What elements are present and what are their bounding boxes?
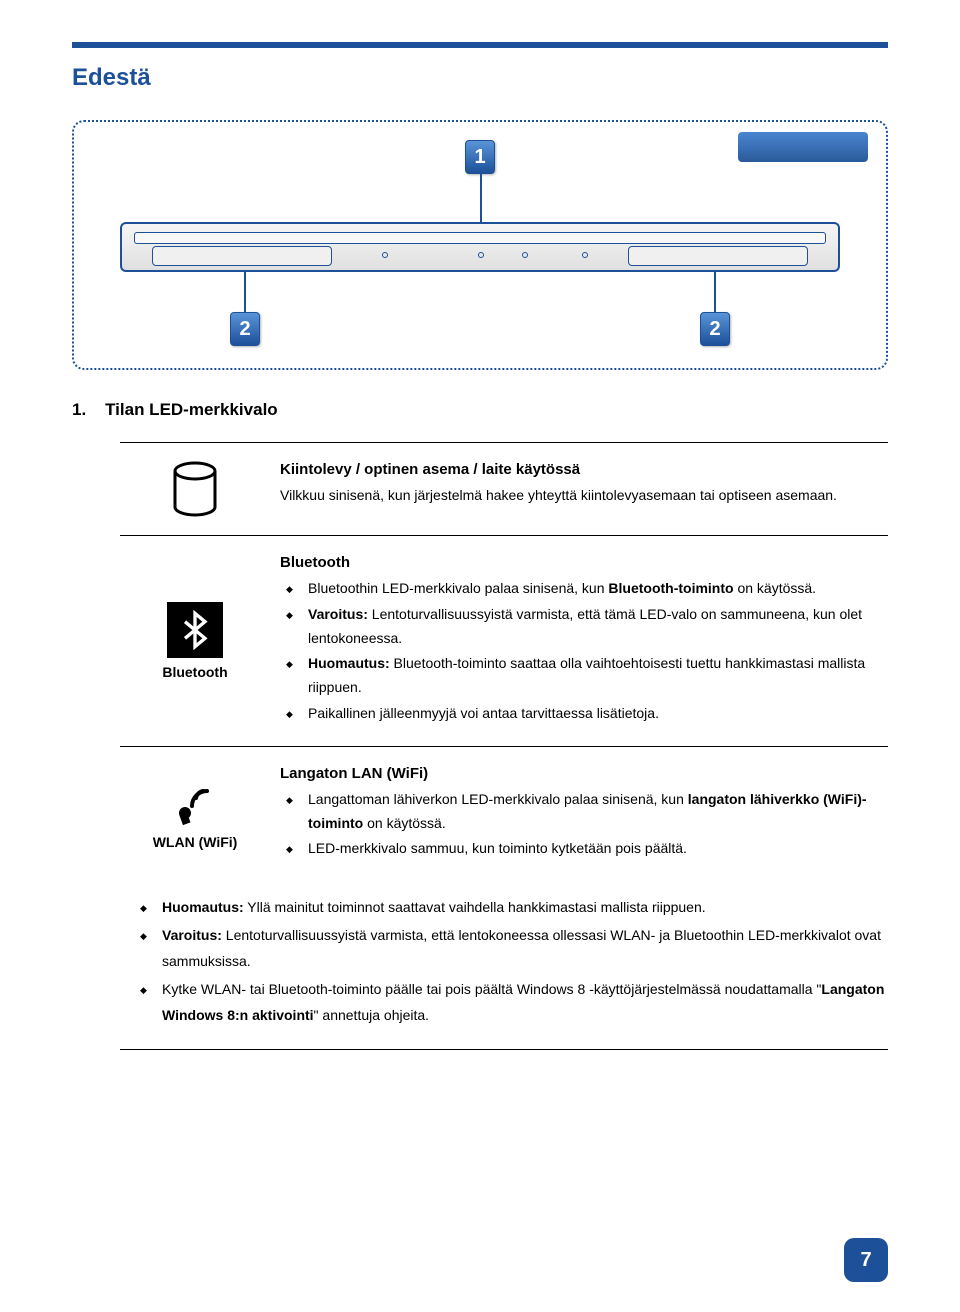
list-item: Bluetoothin LED-merkkivalo palaa sinisen… [308, 577, 888, 601]
text: Lentoturvallisuussyistä varmista, että t… [308, 606, 862, 646]
icon-col [120, 461, 270, 517]
hdd-icon [170, 461, 220, 517]
page-title: Edestä [72, 64, 151, 92]
diagram-box: 1 2 2 [72, 120, 888, 370]
text: Kytke WLAN- tai Bluetooth-toiminto pääll… [162, 981, 821, 997]
callout-2-left-line [244, 272, 246, 312]
callout-2-right-line [714, 272, 716, 312]
speaker-left [152, 246, 332, 266]
row1-title: Kiintolevy / optinen asema / laite käytö… [280, 461, 888, 478]
table-row-hdd: Kiintolevy / optinen asema / laite käytö… [120, 442, 888, 536]
text-bold: Varoitus: [162, 927, 222, 943]
text: on käytössä. [363, 815, 446, 831]
bluetooth-label: Bluetooth [162, 664, 227, 680]
notes-list: Huomautus: Yllä mainitut toiminnot saatt… [120, 895, 888, 1028]
list-item: Varoitus: Lentoturvallisuussyistä varmis… [162, 923, 888, 975]
text-bold: Huomautus: [308, 655, 390, 671]
port-dot [382, 252, 388, 258]
callout-1-num: 1 [474, 146, 485, 169]
text: Paikallinen jälleenmyyjä voi antaa tarvi… [308, 705, 659, 721]
speaker-right [628, 246, 808, 266]
text-bold: Bluetooth-toiminto [608, 580, 733, 596]
list-item: Varoitus: Lentoturvallisuussyistä varmis… [308, 603, 888, 651]
row-body: Bluetooth Bluetoothin LED-merkkivalo pal… [270, 554, 888, 728]
port-dot [582, 252, 588, 258]
text: Bluetooth-toiminto saattaa olla vaihtoeh… [308, 655, 865, 695]
table-row-wlan: WLAN (WiFi) Langaton LAN (WiFi) Langatto… [120, 747, 888, 881]
callout-2-right: 2 [700, 312, 730, 346]
table-row-bluetooth: Bluetooth Bluetooth Bluetoothin LED-merk… [120, 536, 888, 747]
bluetooth-icon [167, 602, 223, 658]
page-number: 7 [844, 1238, 888, 1282]
callout-2-left: 2 [230, 312, 260, 346]
list-item: Paikallinen jälleenmyyjä voi antaa tarvi… [308, 702, 888, 726]
list-item: Langattoman lähiverkon LED-merkkivalo pa… [308, 788, 888, 836]
row3-bullets: Langattoman lähiverkon LED-merkkivalo pa… [280, 788, 888, 861]
top-bar [72, 42, 888, 48]
laptop-front-illustration [120, 222, 840, 272]
text: Yllä mainitut toiminnot saattavat vaihde… [244, 899, 706, 915]
text: on käytössä. [734, 580, 817, 596]
row1-body: Vilkkuu sinisenä, kun järjestelmä hakee … [280, 484, 888, 508]
wlan-label: WLAN (WiFi) [153, 834, 238, 850]
callout-2-left-num: 2 [239, 318, 250, 341]
callout-1-line [480, 174, 482, 222]
text: LED-merkkivalo sammuu, kun toiminto kytk… [308, 840, 687, 856]
list-item: Huomautus: Bluetooth-toiminto saattaa ol… [308, 652, 888, 700]
icon-col: WLAN (WiFi) [120, 765, 270, 863]
text: Lentoturvallisuussyistä varmista, että l… [162, 927, 881, 969]
section-heading: 1. Tilan LED-merkkivalo [72, 400, 278, 420]
port-dot [522, 252, 528, 258]
text-bold: Huomautus: [162, 899, 244, 915]
text: Langattoman lähiverkon LED-merkkivalo pa… [308, 791, 688, 807]
callout-2-right-num: 2 [709, 318, 720, 341]
port-dot [478, 252, 484, 258]
laptop-lid-edge [134, 232, 826, 244]
section-title: Tilan LED-merkkivalo [105, 400, 278, 419]
row2-title: Bluetooth [280, 554, 888, 571]
row-body: Langaton LAN (WiFi) Langattoman lähiverk… [270, 765, 888, 863]
section-number: 1. [72, 400, 86, 419]
row-body: Kiintolevy / optinen asema / laite käytö… [270, 461, 888, 517]
text: Bluetoothin LED-merkkivalo palaa sinisen… [308, 580, 608, 596]
diagram-badge [738, 132, 868, 162]
icon-col: Bluetooth [120, 554, 270, 728]
row2-bullets: Bluetoothin LED-merkkivalo palaa sinisen… [280, 577, 888, 726]
page-number-value: 7 [860, 1249, 871, 1272]
wifi-icon [170, 778, 220, 828]
list-item: Kytke WLAN- tai Bluetooth-toiminto pääll… [162, 977, 888, 1029]
callout-1: 1 [465, 140, 495, 174]
text-bold: Varoitus: [308, 606, 368, 622]
led-table: Kiintolevy / optinen asema / laite käytö… [120, 442, 888, 1050]
text: " annettuja ohjeita. [314, 1007, 430, 1023]
list-item: Huomautus: Yllä mainitut toiminnot saatt… [162, 895, 888, 921]
notes-block: Huomautus: Yllä mainitut toiminnot saatt… [120, 881, 888, 1049]
row3-title: Langaton LAN (WiFi) [280, 765, 888, 782]
list-item: LED-merkkivalo sammuu, kun toiminto kytk… [308, 837, 888, 861]
